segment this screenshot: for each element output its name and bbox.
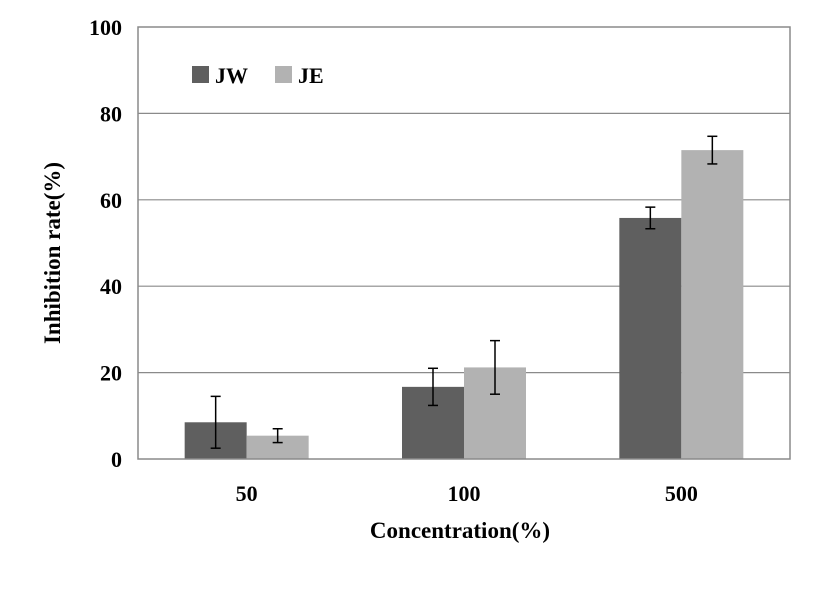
y-axis-label: Inhibition rate(%) xyxy=(40,162,65,344)
legend-swatch-jw xyxy=(192,66,209,83)
y-tick-label: 0 xyxy=(111,447,122,472)
plot-area-frame xyxy=(137,26,791,460)
y-tick-labels: 0 20 40 60 80 100 xyxy=(89,15,122,472)
error-bars xyxy=(210,135,718,449)
y-tick-label: 100 xyxy=(89,15,122,40)
y-tick-label: 20 xyxy=(100,361,122,386)
bar-je-50 xyxy=(246,435,309,459)
legend-swatch-je xyxy=(275,66,292,83)
bars xyxy=(184,150,744,459)
legend-label-je: JE xyxy=(298,63,324,88)
x-tick-label: 500 xyxy=(665,481,698,506)
x-axis-label: Concentration(%) xyxy=(370,518,550,543)
y-tick-label: 80 xyxy=(100,101,122,126)
x-tick-label: 100 xyxy=(448,481,481,506)
legend: JW JE xyxy=(192,63,324,88)
x-tick-label: 50 xyxy=(236,481,258,506)
bar-jw-500 xyxy=(619,217,682,459)
legend-label-jw: JW xyxy=(215,63,248,88)
bar-je-500 xyxy=(681,150,744,459)
y-tick-label: 60 xyxy=(100,188,122,213)
x-tick-labels: 50 100 500 xyxy=(236,481,698,506)
y-tick-label: 40 xyxy=(100,274,122,299)
